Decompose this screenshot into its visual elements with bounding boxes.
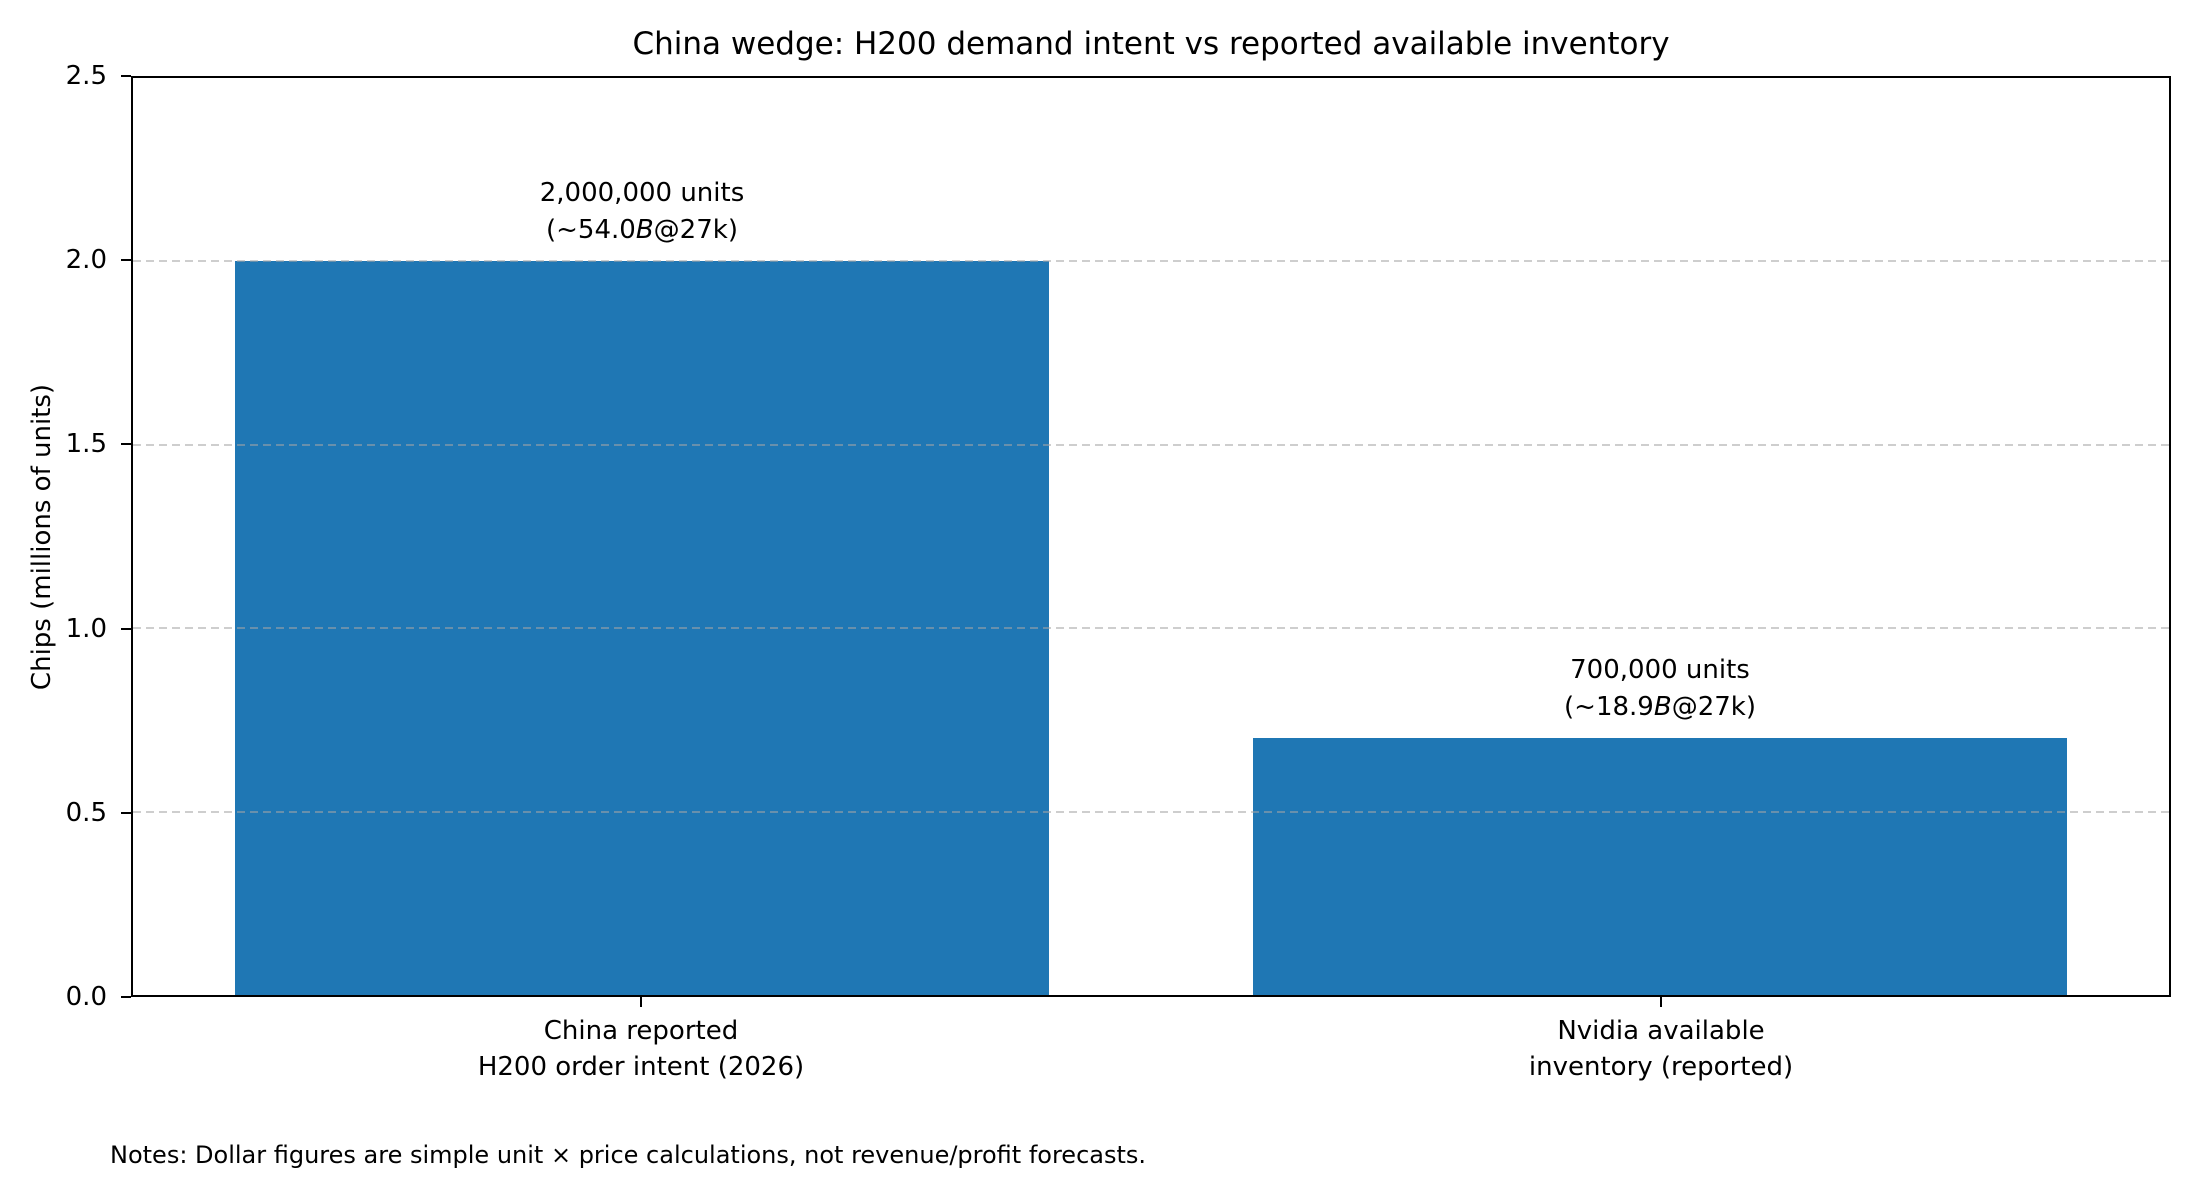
annotation-text: @27k)	[1671, 692, 1756, 723]
x-tick-mark	[640, 997, 642, 1007]
bar-annotation-dollars: (~54.0B@27k)	[540, 212, 745, 249]
y-tick-label: 0.0	[65, 982, 107, 1012]
bar-annotation: 2,000,000 units (~54.0B@27k)	[540, 175, 745, 249]
annotation-italic-b: B	[635, 215, 654, 246]
annotation-text: (~18.9	[1564, 692, 1654, 723]
x-axis: China reported H200 order intent (2026) Nv…	[131, 997, 2171, 1127]
y-tick-mark	[121, 627, 131, 630]
y-tick-mark	[121, 75, 131, 77]
y-tick-label: 0.5	[65, 797, 107, 828]
x-tick-label: China reported H200 order intent (2026)	[478, 1013, 804, 1085]
y-tick-mark	[121, 996, 131, 998]
annotation-text: (~54.0	[546, 215, 636, 246]
y-tick-label: 2.5	[65, 61, 107, 91]
y-tick-mark	[121, 443, 131, 446]
y-tick-mark	[121, 811, 131, 814]
annotation-text: @27k)	[653, 215, 738, 246]
footnote: Notes: Dollar figures are simple unit × …	[110, 1141, 1147, 1169]
bar	[1252, 738, 2068, 995]
y-tick-mark	[121, 259, 131, 262]
y-tick-label: 1.0	[65, 613, 107, 644]
bar-annotation-dollars: (~18.9B@27k)	[1564, 689, 1756, 726]
x-tick-label-line: inventory (reported)	[1528, 1052, 1794, 1082]
plot-area: 2,000,000 units (~54.0B@27k) 700,000 units…	[131, 76, 2171, 997]
bar-annotation-units: 700,000 units	[1570, 655, 1750, 686]
chart-title: China wedge: H200 demand intent vs repor…	[632, 26, 1670, 62]
x-tick-label-line: Nvidia available	[1557, 1016, 1765, 1046]
bar-annotation-units: 2,000,000 units	[539, 178, 745, 209]
x-tick-label-line: China reported	[543, 1016, 739, 1046]
y-tick-label: 1.5	[65, 429, 107, 460]
x-tick-label-line: H200 order intent (2026)	[477, 1052, 805, 1082]
x-tick-mark	[1660, 997, 1662, 1007]
x-tick-label: Nvidia available inventory (reported)	[1529, 1013, 1793, 1085]
annotations-layer: 2,000,000 units (~54.0B@27k) 700,000 units…	[133, 78, 2169, 995]
annotation-italic-b: B	[1653, 692, 1672, 723]
y-axis: 0.0 0.5 1.0 1.5 2.0 2.5	[0, 61, 131, 1012]
bar-annotation: 700,000 units (~18.9B@27k)	[1564, 652, 1756, 726]
y-tick-label: 2.0	[65, 245, 107, 276]
